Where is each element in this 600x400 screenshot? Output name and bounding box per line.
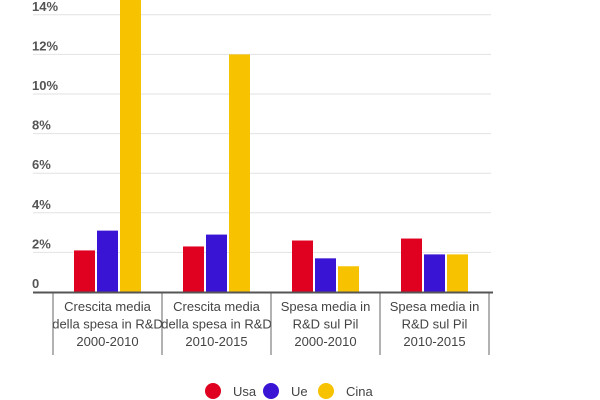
legend-label: Usa	[233, 384, 257, 399]
x-category-label: Crescita media	[173, 299, 260, 314]
x-category-label: Spesa media in	[281, 299, 371, 314]
x-category-label: 2000-2010	[294, 334, 356, 349]
y-tick-label: 4%	[32, 197, 51, 212]
x-category-label: 2000-2010	[76, 334, 138, 349]
y-tick-label: 6%	[32, 157, 51, 172]
legend-label: Ue	[291, 384, 308, 399]
legend-label: Cina	[346, 384, 374, 399]
bar-cina	[447, 254, 468, 292]
bar-cina	[120, 0, 141, 292]
bar-usa	[401, 238, 422, 292]
x-category-label: Crescita media	[64, 299, 151, 314]
y-tick-label: 10%	[32, 78, 58, 93]
bar-ue	[424, 254, 445, 292]
bar-cina	[338, 266, 359, 292]
y-tick-label: 14%	[32, 0, 58, 14]
x-category-label: R&D sul Pil	[402, 317, 468, 332]
bar-ue	[97, 230, 118, 292]
x-category-label: R&D sul Pil	[293, 317, 359, 332]
x-category-label: 2010-2015	[185, 334, 247, 349]
bar-usa	[74, 250, 95, 292]
x-category-label: della spesa in R&D	[52, 317, 163, 332]
y-tick-label: 8%	[32, 118, 51, 133]
y-tick-label: 2%	[32, 236, 51, 251]
bar-ue	[206, 234, 227, 292]
bar-usa	[292, 240, 313, 292]
y-tick-label: 0	[32, 276, 39, 291]
x-category-label: 2010-2015	[403, 334, 465, 349]
bar-usa	[183, 246, 204, 292]
bar-cina	[229, 54, 250, 293]
bar-ue	[315, 258, 336, 292]
legend-swatch-ue	[263, 383, 279, 399]
y-tick-label: 12%	[32, 38, 58, 53]
x-category-label: Spesa media in	[390, 299, 480, 314]
legend-swatch-usa	[205, 383, 221, 399]
legend-swatch-cina	[318, 383, 334, 399]
x-category-label: della spesa in R&D	[161, 317, 272, 332]
